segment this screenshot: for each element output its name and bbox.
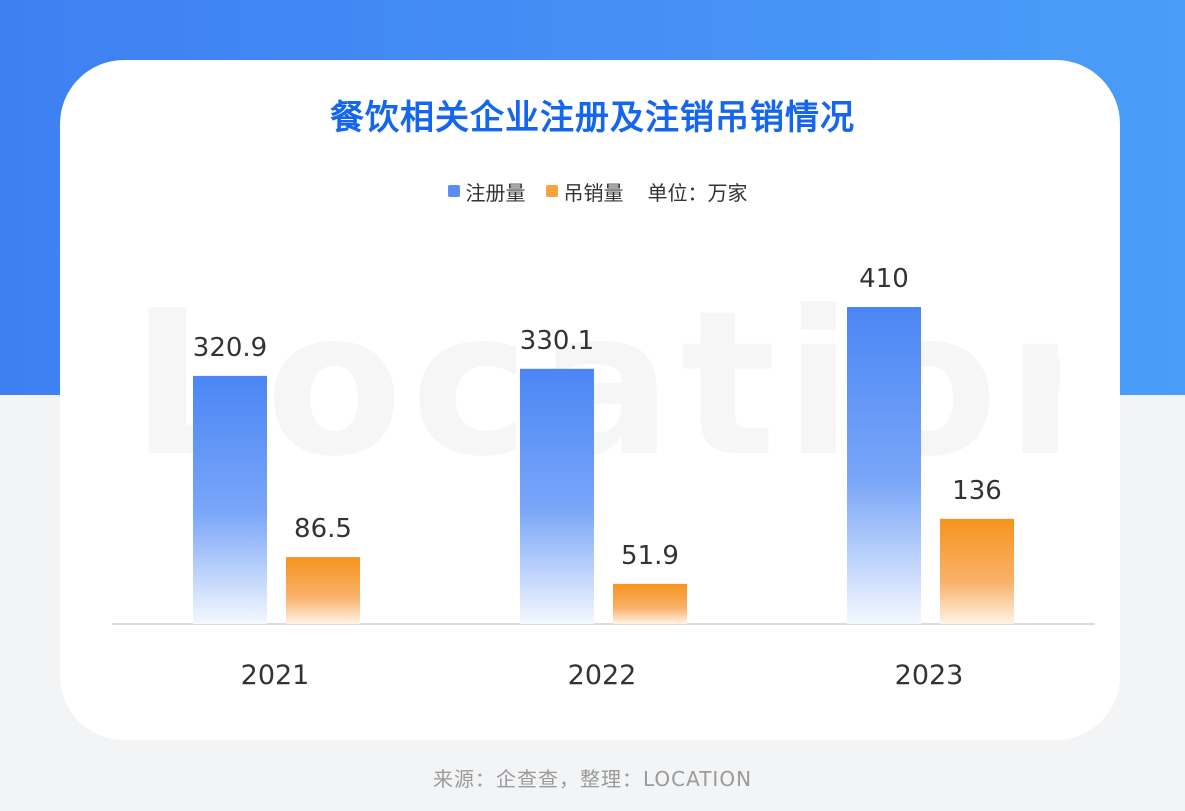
data-label-revoked-2021: 86.5 (294, 514, 352, 544)
chart-legend: 注册量 吊销量 单位：万家 (0, 176, 1185, 206)
legend-item-registered: 注册量 (447, 177, 526, 206)
bar-revoked-2023 (940, 518, 1014, 624)
bar-revoked-2021 (286, 557, 360, 624)
x-tick-label-2022: 2022 (568, 660, 637, 691)
legend-item-revoked: 吊销量 (545, 177, 624, 206)
chart-title: 餐饮相关企业注册及注销吊销情况 (330, 98, 855, 138)
legend-swatch-registered (447, 185, 460, 197)
bar-registered-2021 (193, 375, 267, 624)
data-label-registered-2022: 330.1 (520, 326, 594, 356)
source-note: 来源：企查查，整理：LOCATION (432, 767, 753, 791)
data-label-registered-2023: 410 (859, 264, 909, 294)
legend-unit: 单位：万家 (647, 180, 748, 205)
data-label-registered-2021: 320.9 (193, 333, 267, 363)
bar-registered-2022 (520, 368, 594, 624)
data-label-revoked-2022: 51.9 (621, 541, 679, 571)
legend-label-revoked: 吊销量 (563, 180, 624, 205)
legend-swatch-revoked (545, 185, 558, 197)
legend-label-registered: 注册量 (465, 180, 526, 205)
bar-revoked-2022 (613, 583, 687, 624)
x-tick-label-2021: 2021 (241, 660, 310, 691)
bar-registered-2023 (847, 307, 921, 624)
data-label-revoked-2023: 136 (952, 476, 1002, 506)
x-tick-label-2023: 2023 (895, 660, 964, 691)
